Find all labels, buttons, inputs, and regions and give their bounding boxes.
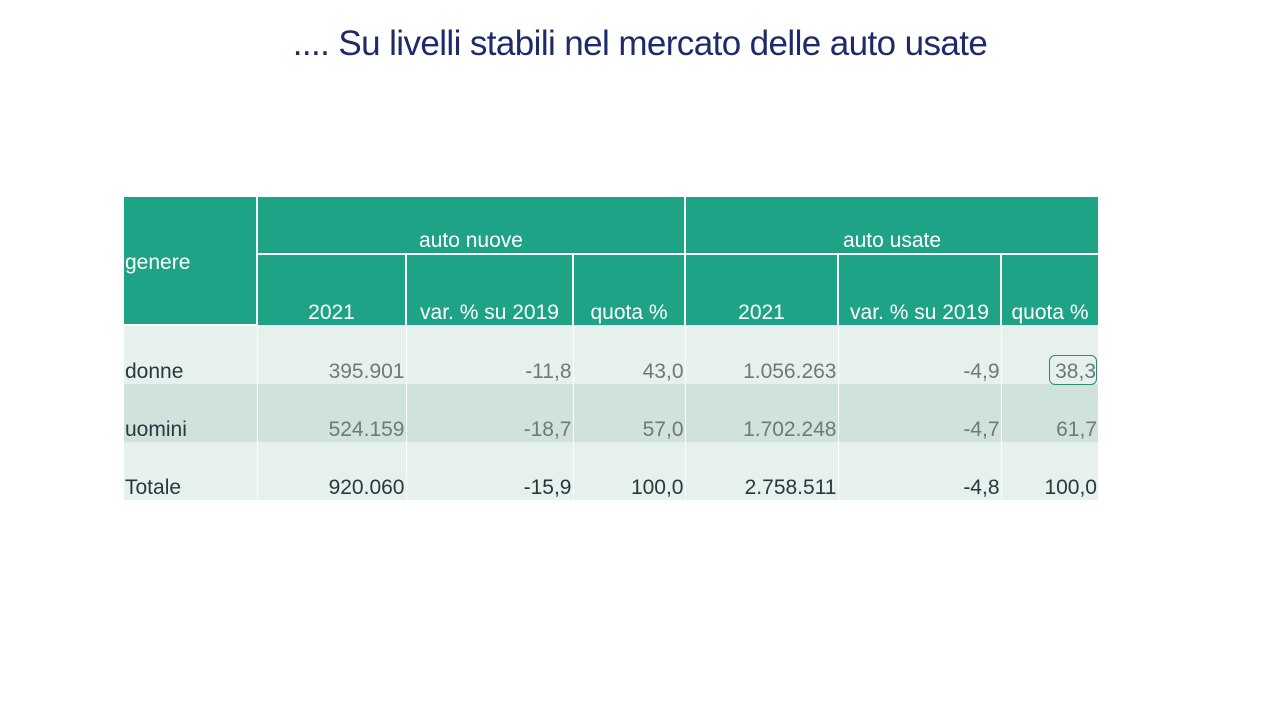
header-used-var: var. % su 2019 xyxy=(838,254,1002,325)
cell-used-quota: 61,7 xyxy=(1001,384,1098,442)
cell-new-2021: 395.901 xyxy=(257,325,407,384)
cell-new-var-value: -15,9 xyxy=(523,476,572,499)
header-new-2021-label: 2021 xyxy=(308,301,355,324)
row-label: Totale xyxy=(124,442,258,500)
cell-used-quota-value: 100,0 xyxy=(1044,476,1097,499)
cell-used-quota: 100,0 xyxy=(1001,442,1098,500)
cell-new-quota: 43,0 xyxy=(573,325,686,384)
cell-new-quota-value: 100,0 xyxy=(630,476,684,499)
highlighted-used-quota-value: 38,3 xyxy=(1049,355,1097,385)
cell-used-2021-value: 2.758.511 xyxy=(744,476,837,499)
cell-used-2021: 2.758.511 xyxy=(685,442,839,500)
header-used-2021: 2021 xyxy=(685,254,839,325)
cell-new-quota-value: 43,0 xyxy=(642,360,684,383)
header-group-auto-usate: auto usate xyxy=(685,197,1098,255)
cell-new-2021: 920.060 xyxy=(257,442,407,500)
cell-used-var: -4,9 xyxy=(838,325,1002,384)
row-label-text: uomini xyxy=(125,418,187,441)
header-genere: genere xyxy=(124,197,258,326)
market-table: genere auto nuove auto usate 2021 var. %… xyxy=(124,197,1098,500)
table-row-uomini: uomini 524.159 -18,7 57,0 1.702.248 -4,7… xyxy=(124,384,1098,442)
header-new-var-label: var. % su 2019 xyxy=(420,301,559,324)
slide-title: .... Su livelli stabili nel mercato dell… xyxy=(292,24,988,63)
header-new-quota: quota % xyxy=(573,254,686,325)
header-group-auto-usate-label: auto usate xyxy=(842,229,942,252)
header-used-quota: quota % xyxy=(1001,254,1098,325)
header-used-quota-label: quota % xyxy=(1011,301,1089,324)
cell-used-var-value: -4,9 xyxy=(963,360,1000,383)
row-label: donne xyxy=(124,325,258,384)
cell-used-2021: 1.702.248 xyxy=(685,384,839,442)
header-group-auto-nuove-label: auto nuove xyxy=(419,229,523,252)
cell-used-var-value: -4,7 xyxy=(963,418,1000,441)
cell-used-var-value: -4,8 xyxy=(963,476,1000,499)
cell-used-quota: 38,3 xyxy=(1001,325,1098,385)
header-row-groups: genere auto nuove auto usate xyxy=(124,197,1098,326)
cell-new-var: -15,9 xyxy=(406,442,574,500)
cell-used-var: -4,8 xyxy=(838,442,1002,500)
cell-used-2021: 1.056.263 xyxy=(685,325,839,384)
table-row-totale: Totale 920.060 -15,9 100,0 2.758.511 -4,… xyxy=(124,442,1098,500)
cell-new-quota: 100,0 xyxy=(573,442,686,500)
cell-used-2021-value: 1.056.263 xyxy=(743,360,837,383)
row-label: uomini xyxy=(124,384,258,442)
cell-new-var: -18,7 xyxy=(406,384,574,442)
header-genere-label: genere xyxy=(125,251,191,274)
cell-new-2021-value: 395.901 xyxy=(328,360,405,383)
cell-new-2021: 524.159 xyxy=(257,384,407,442)
cell-used-var: -4,7 xyxy=(838,384,1002,442)
cell-new-var: -11,8 xyxy=(406,325,574,384)
cell-new-quota-value: 57,0 xyxy=(642,418,684,441)
header-row-sub: 2021 var. % su 2019 quota % 2021 var. % … xyxy=(124,254,1098,325)
header-new-2021: 2021 xyxy=(257,254,407,325)
row-label-text: Totale xyxy=(125,476,182,499)
header-used-var-label: var. % su 2019 xyxy=(850,301,989,324)
cell-new-2021-value: 524.159 xyxy=(328,418,405,441)
cell-used-quota-value: 61,7 xyxy=(1056,418,1097,441)
header-new-var: var. % su 2019 xyxy=(406,254,574,325)
cell-new-2021-value: 920.060 xyxy=(328,476,405,499)
table-row-donne: donne 395.901 -11,8 43,0 1.056.263 -4,9 … xyxy=(124,325,1098,385)
header-group-auto-nuove: auto nuove xyxy=(257,197,686,255)
header-new-quota-label: quota % xyxy=(590,301,668,324)
cell-new-var-value: -18,7 xyxy=(523,418,572,441)
header-used-2021-label: 2021 xyxy=(738,301,785,324)
cell-used-2021-value: 1.702.248 xyxy=(743,418,837,441)
cell-new-quota: 57,0 xyxy=(573,384,686,442)
cell-new-var-value: -11,8 xyxy=(525,360,572,383)
row-label-text: donne xyxy=(125,360,184,383)
